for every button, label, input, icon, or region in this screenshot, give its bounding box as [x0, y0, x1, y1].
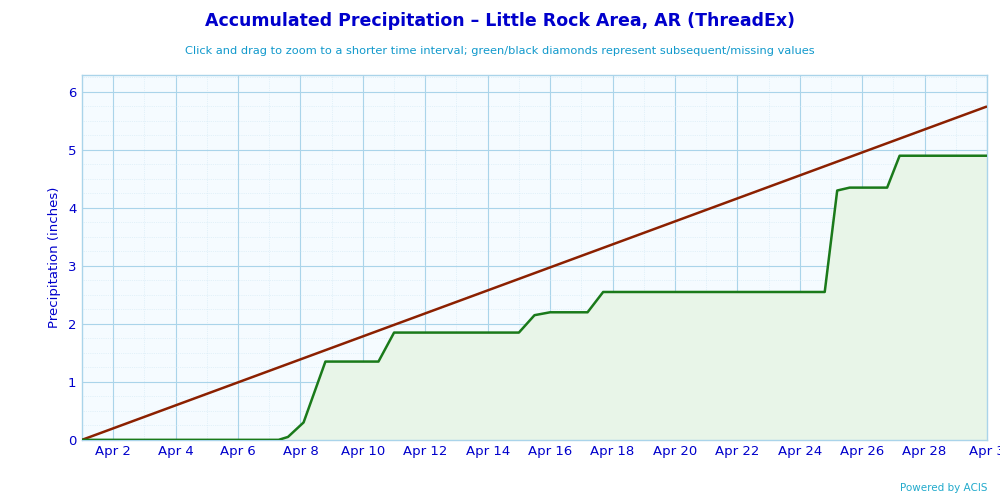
Text: Powered by ACIS: Powered by ACIS: [900, 483, 987, 493]
Text: Accumulated Precipitation – Little Rock Area, AR (ThreadEx): Accumulated Precipitation – Little Rock …: [205, 12, 795, 30]
Y-axis label: Precipitation (inches): Precipitation (inches): [48, 186, 61, 328]
Text: Click and drag to zoom to a shorter time interval; green/black diamonds represen: Click and drag to zoom to a shorter time…: [185, 46, 815, 56]
